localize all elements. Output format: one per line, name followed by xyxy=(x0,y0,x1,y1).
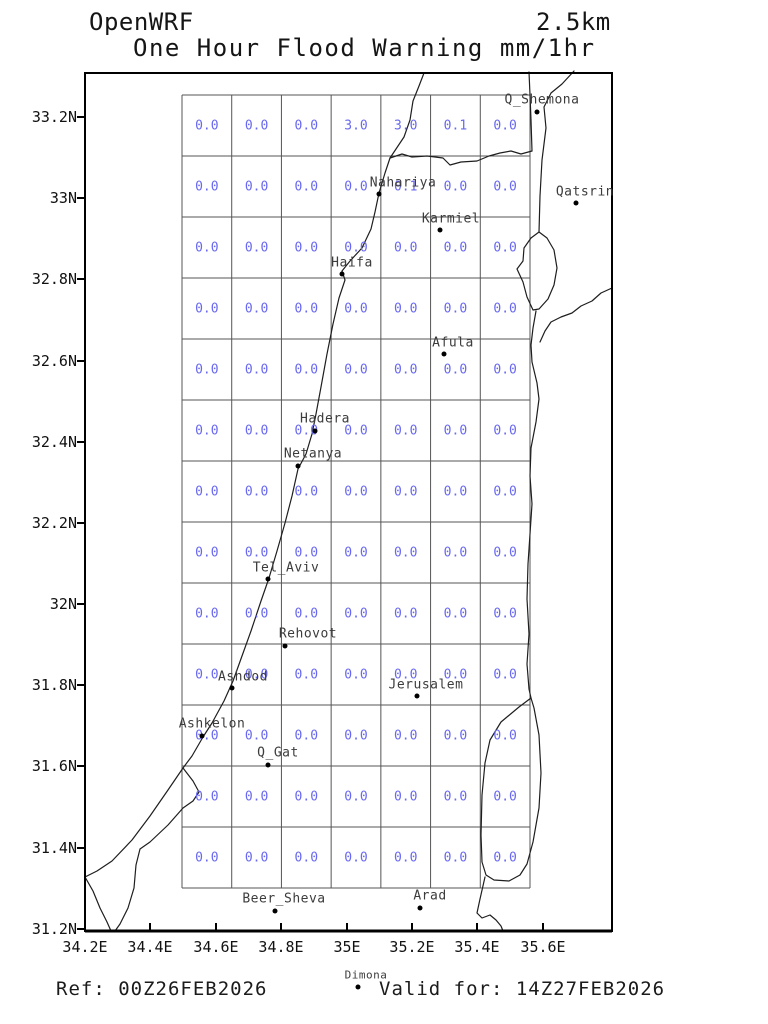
axis-ticks xyxy=(77,116,544,931)
resolution-label: 2.5km xyxy=(536,8,611,36)
hula-valley-west-line xyxy=(528,71,533,152)
jordan-river-path xyxy=(526,310,540,699)
chart-title: One Hour Flood Warning mm/1hr xyxy=(133,34,596,62)
sea-of-galilee-outline xyxy=(516,231,558,311)
dead-sea-outline xyxy=(480,697,542,882)
valid-time: Valid for: 14Z27FEB2026 xyxy=(379,978,666,1000)
coastline-path xyxy=(84,72,425,878)
grid-lines xyxy=(181,94,531,889)
arava-border-path xyxy=(476,876,504,932)
reference-time: Ref: 00Z26FEB2026 xyxy=(56,978,268,1000)
hula-valley-east-line xyxy=(538,70,575,233)
plot-frame xyxy=(84,72,613,932)
egypt-border-path xyxy=(84,876,112,932)
model-title: OpenWRF xyxy=(89,8,194,36)
yarmouk-border-path xyxy=(539,287,613,343)
lebanon-border-path xyxy=(389,150,533,166)
plot-frame-group xyxy=(84,72,613,933)
map-geography xyxy=(84,70,613,932)
gaza-border-path xyxy=(114,767,200,932)
